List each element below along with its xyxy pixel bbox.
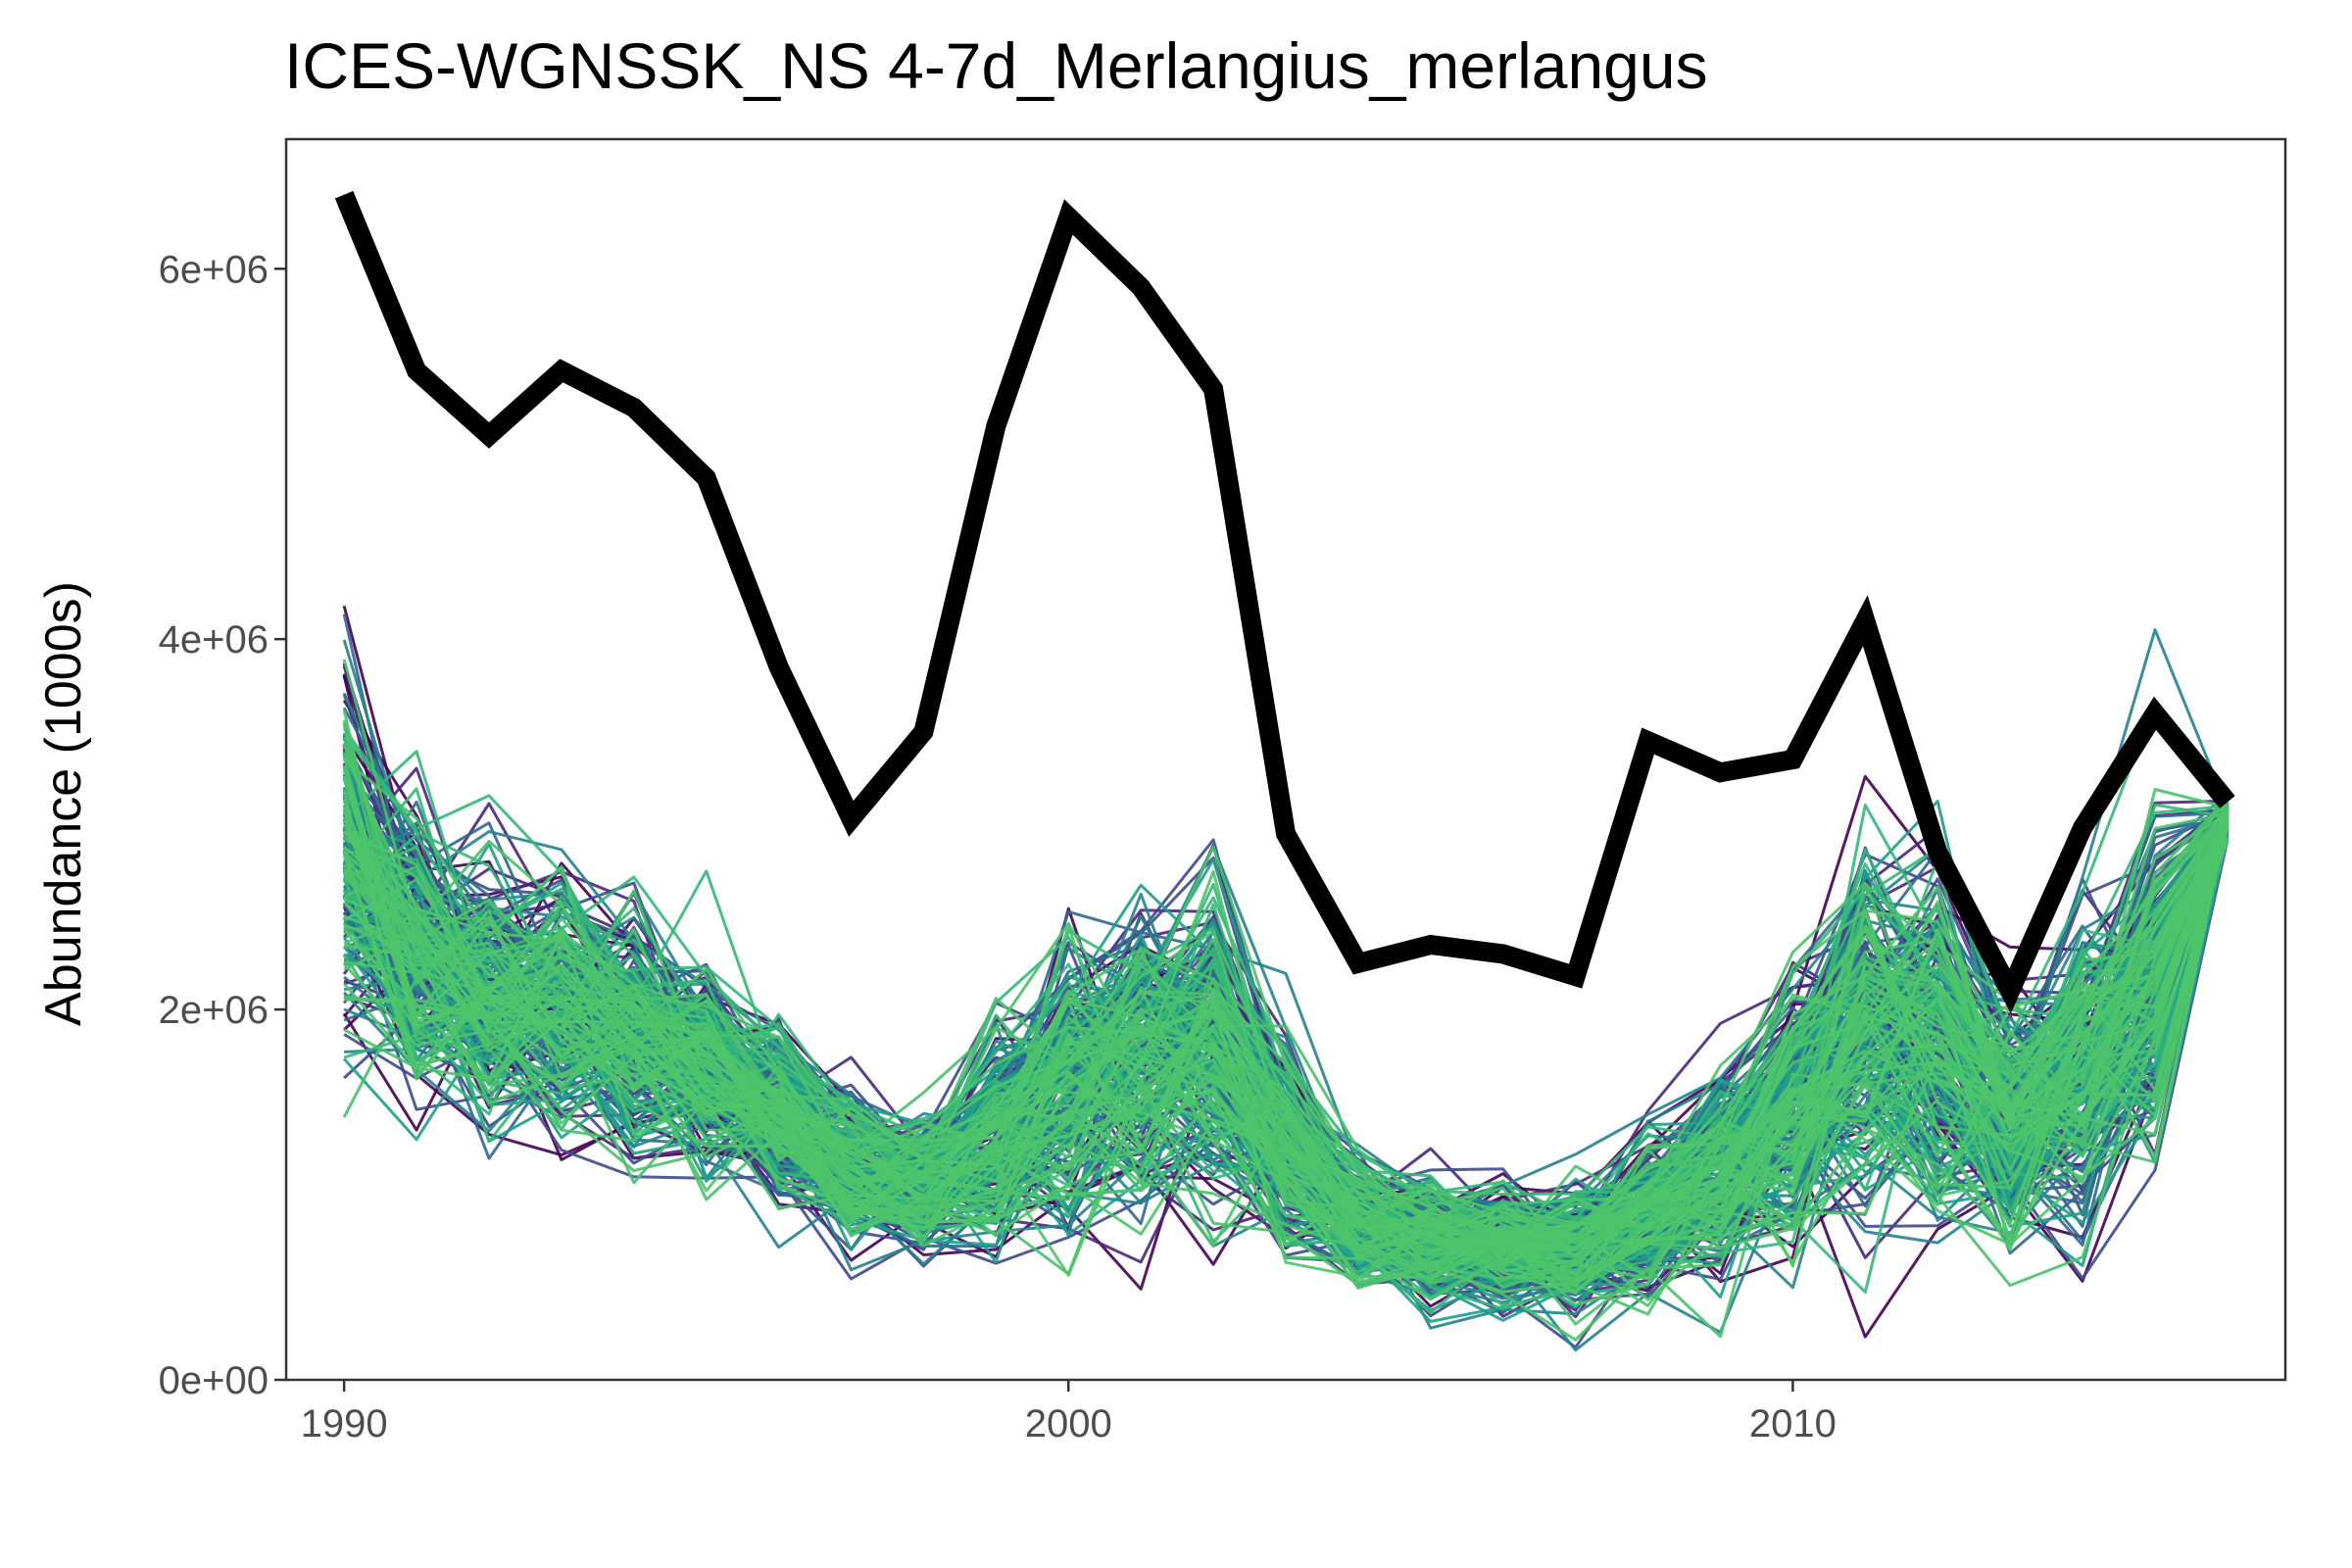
y-tick-label: 2e+06 xyxy=(159,989,269,1032)
simulated-series-line xyxy=(343,817,2230,1285)
y-axis: 0e+00 2e+06 4e+06 6e+06 xyxy=(159,248,286,1402)
observed-series-group xyxy=(334,190,2235,1014)
x-tick-label: 2000 xyxy=(1025,1402,1112,1446)
y-tick-label: 6e+06 xyxy=(159,248,269,291)
y-tick-label: 0e+00 xyxy=(159,1359,269,1402)
observed-series-line xyxy=(334,190,2235,1014)
simulated-series-line xyxy=(342,801,2230,1290)
simulated-series-group xyxy=(342,605,2230,1352)
simulated-series-line xyxy=(342,743,2230,1261)
plot-panel-border xyxy=(284,137,2287,1382)
y-axis-label: Abundance (1000s) xyxy=(35,581,92,1026)
simulated-series-line xyxy=(342,752,2229,1242)
simulated-series-line xyxy=(342,820,2230,1285)
simulated-series-line xyxy=(343,834,2230,1352)
simulated-series-line xyxy=(342,817,2230,1254)
simulated-series-line xyxy=(342,812,2230,1307)
y-tick-label: 4e+06 xyxy=(159,618,269,662)
x-axis: 1990 2000 2010 xyxy=(301,1380,1837,1446)
simulated-series-line xyxy=(343,824,2230,1280)
simulated-series-line xyxy=(342,827,2230,1342)
plot-panel xyxy=(334,190,2235,1352)
x-tick-label: 2010 xyxy=(1749,1402,1837,1446)
simulated-series-line xyxy=(343,818,2230,1273)
simulated-series-line xyxy=(342,765,2230,1265)
simulated-series-line xyxy=(342,702,2230,1197)
simulated-series-line xyxy=(344,837,2230,1294)
chart-title: ICES-WGNSSK_NS 4-7d_Merlangius_merlangus xyxy=(284,29,1708,102)
x-tick-label: 1990 xyxy=(301,1402,388,1446)
simulated-series-line xyxy=(343,824,2230,1281)
